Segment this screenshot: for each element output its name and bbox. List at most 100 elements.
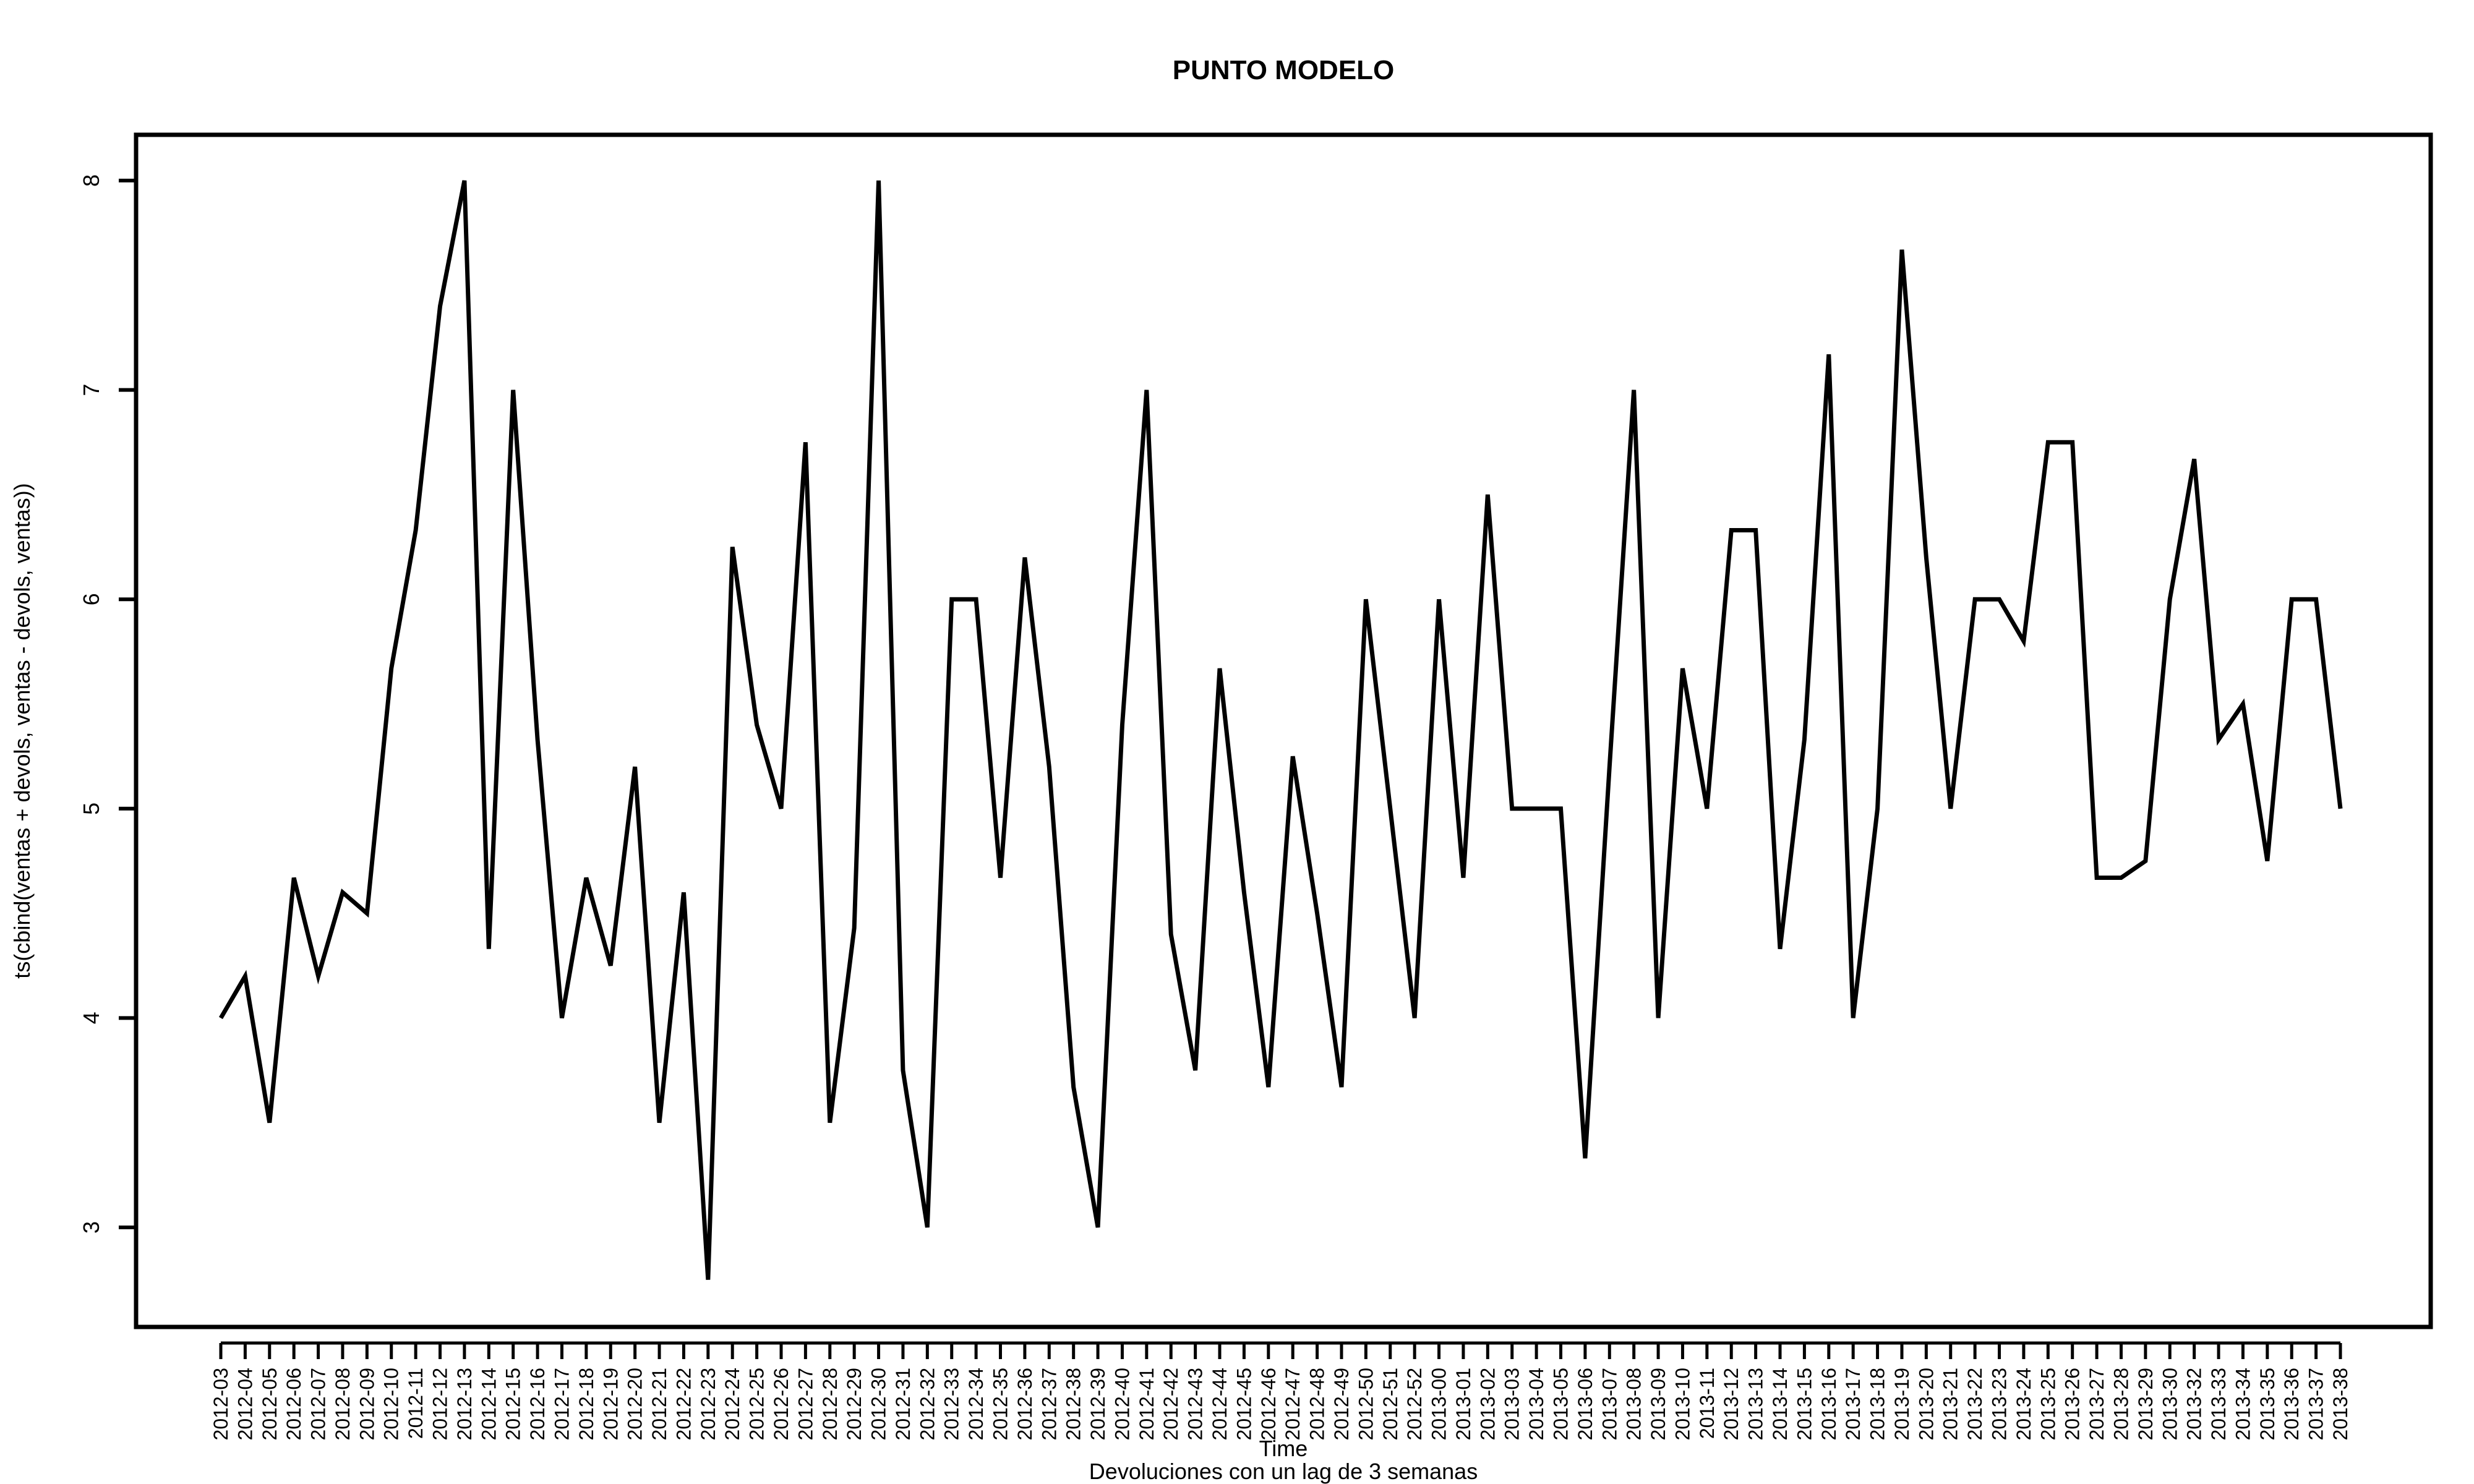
x-tick-label: 2012-37 <box>1038 1368 1060 1440</box>
x-tick-label: 2013-15 <box>1793 1368 1815 1440</box>
x-tick-label: 2012-16 <box>526 1368 549 1440</box>
x-tick-label: 2012-22 <box>672 1368 695 1440</box>
x-tick-label: 2012-47 <box>1282 1368 1304 1440</box>
x-tick-label: 2012-30 <box>868 1368 890 1440</box>
x-tick-label: 2013-18 <box>1867 1368 1889 1440</box>
x-tick-label: 2012-23 <box>697 1368 719 1440</box>
x-axis: 2012-03 2012-04 2012-05 2012-06 2012-07 2012-… <box>210 1341 2352 1440</box>
x-tick-label: 2012-39 <box>1087 1368 1109 1440</box>
y-tick-label: 7 <box>79 384 104 396</box>
x-tick-label: 2012-38 <box>1063 1368 1085 1440</box>
x-tick-label: 2013-13 <box>1745 1368 1767 1440</box>
x-tick-label: 2013-25 <box>2037 1368 2059 1440</box>
x-tick-label: 2012-11 <box>404 1368 427 1439</box>
x-tick-label: 2012-35 <box>990 1368 1012 1440</box>
x-tick-label: 2013-30 <box>2159 1368 2181 1440</box>
x-axis-label: Time <box>1259 1436 1308 1461</box>
series-line <box>218 180 2343 1280</box>
x-tick-label: 2012-14 <box>477 1368 500 1440</box>
x-tick-label: 2012-06 <box>283 1368 305 1440</box>
x-tick-label: 2013-16 <box>1818 1368 1840 1440</box>
y-axis: 3 4 5 6 7 8 <box>79 174 136 1234</box>
x-tick-label: 2012-31 <box>892 1368 914 1440</box>
x-tick-label: 2013-04 <box>1525 1368 1547 1440</box>
x-tick-label: 2012-41 <box>1136 1368 1158 1440</box>
x-tick-label: 2012-32 <box>916 1368 938 1440</box>
x-tick-label: 2013-29 <box>2134 1368 2157 1440</box>
x-tick-label: 2012-44 <box>1209 1368 1231 1440</box>
y-tick-label: 8 <box>79 174 104 187</box>
x-tick-label: 2012-42 <box>1160 1368 1182 1440</box>
y-tick-label: 5 <box>79 803 104 815</box>
x-tick-label: 2013-05 <box>1549 1368 1572 1440</box>
x-tick-label: 2012-48 <box>1306 1368 1329 1440</box>
x-tick-label: 2013-28 <box>2110 1368 2132 1440</box>
x-tick-label: 2012-29 <box>843 1368 865 1440</box>
x-tick-label: 2012-36 <box>1014 1368 1036 1440</box>
x-tick-label: 2013-11 <box>1696 1368 1718 1439</box>
x-tick-label: 2012-20 <box>624 1368 646 1440</box>
x-tick-label: 2012-52 <box>1403 1368 1426 1440</box>
x-tick-label: 2013-22 <box>1964 1368 1986 1440</box>
x-tick-label: 2012-19 <box>599 1368 622 1440</box>
x-tick-label: 2012-04 <box>234 1368 256 1440</box>
chart-title: PUNTO MODELO <box>1173 55 1395 85</box>
x-tick-label: 2012-46 <box>1257 1368 1280 1440</box>
x-tick-label: 2012-28 <box>819 1368 841 1440</box>
x-tick-label: 2013-09 <box>1647 1368 1669 1440</box>
x-tick-label: 2013-19 <box>1891 1368 1913 1440</box>
x-tick-label: 2013-08 <box>1623 1368 1645 1440</box>
x-tick-label: 2012-40 <box>1111 1368 1133 1440</box>
x-tick-label: 2012-27 <box>794 1368 816 1440</box>
x-tick-label: 2013-23 <box>1988 1368 2011 1440</box>
x-tick-label: 2013-35 <box>2256 1368 2279 1440</box>
x-tick-label: 2012-34 <box>965 1368 987 1440</box>
x-tick-label: 2013-26 <box>2061 1368 2084 1440</box>
x-tick-label: 2012-45 <box>1233 1368 1255 1440</box>
x-tick-label: 2012-17 <box>550 1368 573 1440</box>
x-tick-label: 2012-12 <box>429 1368 452 1440</box>
y-tick-label: 6 <box>79 593 104 605</box>
x-tick-label: 2013-20 <box>1915 1368 1937 1440</box>
x-tick-label: 2013-27 <box>2086 1368 2108 1440</box>
plot-frame <box>134 132 2433 1329</box>
x-tick-label: 2013-03 <box>1501 1368 1523 1440</box>
x-tick-label: 2012-26 <box>770 1368 792 1440</box>
x-tick-label: 2012-07 <box>307 1368 330 1440</box>
x-tick-label: 2013-37 <box>2305 1368 2327 1440</box>
x-tick-label: 2013-34 <box>2232 1368 2254 1440</box>
chart-caption: Devoluciones con un lag de 3 semanas <box>1089 1459 1478 1484</box>
x-tick-label: 2012-13 <box>453 1368 476 1440</box>
x-tick-label: 2013-12 <box>1720 1368 1742 1440</box>
x-tick-label: 2012-51 <box>1379 1368 1402 1440</box>
x-tick-label: 2012-15 <box>502 1368 524 1440</box>
x-tick-label: 2013-32 <box>2183 1368 2206 1440</box>
x-tick-label: 2012-10 <box>380 1368 403 1440</box>
x-tick-label: 2012-18 <box>575 1368 597 1440</box>
x-tick-label: 2012-21 <box>648 1368 670 1440</box>
y-axis-label: ts(cbind(ventas + devols, ventas - devol… <box>9 483 35 978</box>
x-tick-label: 2012-05 <box>259 1368 281 1440</box>
x-tick-label: 2012-03 <box>210 1368 232 1440</box>
x-tick-label: 2012-49 <box>1330 1368 1353 1440</box>
x-tick-label: 2013-36 <box>2280 1368 2303 1440</box>
x-tick-label: 2013-02 <box>1476 1368 1499 1440</box>
x-tick-label: 2013-00 <box>1428 1368 1450 1440</box>
y-tick-label: 3 <box>79 1221 104 1234</box>
x-tick-label: 2013-10 <box>1671 1368 1693 1440</box>
x-tick-label: 2012-08 <box>332 1368 354 1440</box>
x-tick-label: 2013-33 <box>2207 1368 2230 1440</box>
x-tick-label: 2013-01 <box>1452 1368 1475 1440</box>
x-tick-label: 2013-14 <box>1769 1368 1791 1440</box>
x-tick-label: 2012-50 <box>1355 1368 1377 1440</box>
x-tick-label: 2012-33 <box>941 1368 963 1440</box>
x-tick-label: 2012-09 <box>356 1368 378 1440</box>
x-tick-label: 2012-24 <box>721 1368 743 1440</box>
x-tick-label: 2013-38 <box>2329 1368 2352 1440</box>
x-tick-label: 2013-06 <box>1574 1368 1596 1440</box>
x-tick-label: 2013-17 <box>1842 1368 1864 1440</box>
x-tick-label: 2012-43 <box>1184 1368 1207 1440</box>
x-tick-label: 2013-07 <box>1598 1368 1620 1440</box>
x-tick-label: 2013-21 <box>1940 1368 1962 1440</box>
